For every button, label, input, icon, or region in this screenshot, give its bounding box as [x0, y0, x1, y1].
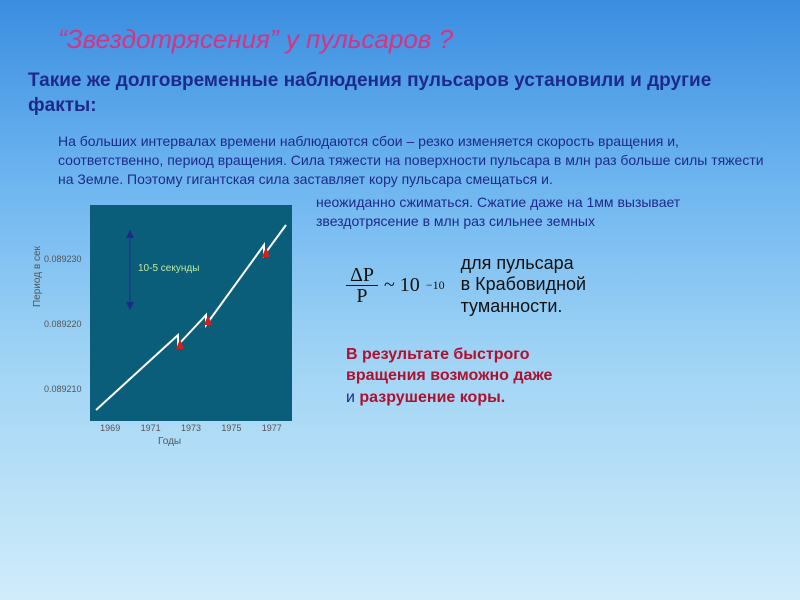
result-and: и — [346, 389, 355, 406]
glitch-arrow-icon — [176, 339, 184, 349]
fraction: ΔP P — [346, 265, 378, 306]
exponent: −10 — [426, 278, 445, 293]
period-chart: Период в сек Годы 0.089210 0.089220 0.08… — [28, 197, 298, 447]
x-tick: 1973 — [181, 423, 201, 433]
formula-note: для пульсара в Крабовидной туманности. — [461, 253, 587, 318]
body-text-1: На больших интервалах времени наблюдаютс… — [58, 132, 772, 189]
formula-note-line: туманности. — [461, 296, 587, 318]
bracket-arrow-icon — [126, 230, 134, 238]
glitch-arrow-icon — [262, 247, 270, 257]
y-tick: 0.089220 — [44, 319, 82, 329]
glitch-arrow-icon — [204, 315, 212, 325]
result-line: В результате быстрого — [346, 346, 529, 363]
bracket-arrow-icon — [126, 302, 134, 310]
result-line: вращения возможно даже — [346, 367, 552, 384]
right-column: неожиданно сжиматься. Сжатие даже на 1мм… — [316, 193, 772, 447]
page-title: “Звездотрясения” у пульсаров ? — [58, 24, 772, 55]
x-axis-label: Годы — [158, 436, 181, 447]
formula-row: ΔP P ~ 10 −10 для пульсара в Крабовидной … — [346, 253, 772, 318]
chart-plot-area: 10-5 секунды — [90, 205, 292, 421]
formula: ΔP P ~ 10 −10 — [346, 265, 445, 306]
formula-note-line: для пульсара — [461, 253, 587, 275]
y-axis-label: Период в сек — [32, 246, 43, 307]
chart-container: Период в сек Годы 0.089210 0.089220 0.08… — [28, 193, 298, 447]
relation: ~ 10 — [384, 274, 420, 297]
lower-row: Период в сек Годы 0.089210 0.089220 0.08… — [28, 193, 772, 447]
numerator: ΔP — [346, 265, 378, 286]
x-tick: 1975 — [221, 423, 241, 433]
chart-line — [96, 225, 286, 410]
x-tick: 1977 — [262, 423, 282, 433]
y-tick: 0.089230 — [44, 254, 82, 264]
formula-note-line: в Крабовидной — [461, 274, 587, 296]
body-text-2: неожиданно сжиматься. Сжатие даже на 1мм… — [316, 193, 772, 231]
subtitle: Такие же долговременные наблюдения пульс… — [28, 69, 772, 118]
x-tick: 1969 — [100, 423, 120, 433]
result-line: разрушение коры. — [355, 389, 505, 406]
result-text: В результате быстрого вращения возможно … — [346, 344, 772, 409]
denominator: P — [352, 286, 371, 306]
chart-svg — [90, 205, 292, 421]
annotation-text: 10-5 секунды — [138, 263, 199, 274]
y-tick: 0.089210 — [44, 384, 82, 394]
x-tick: 1971 — [141, 423, 161, 433]
